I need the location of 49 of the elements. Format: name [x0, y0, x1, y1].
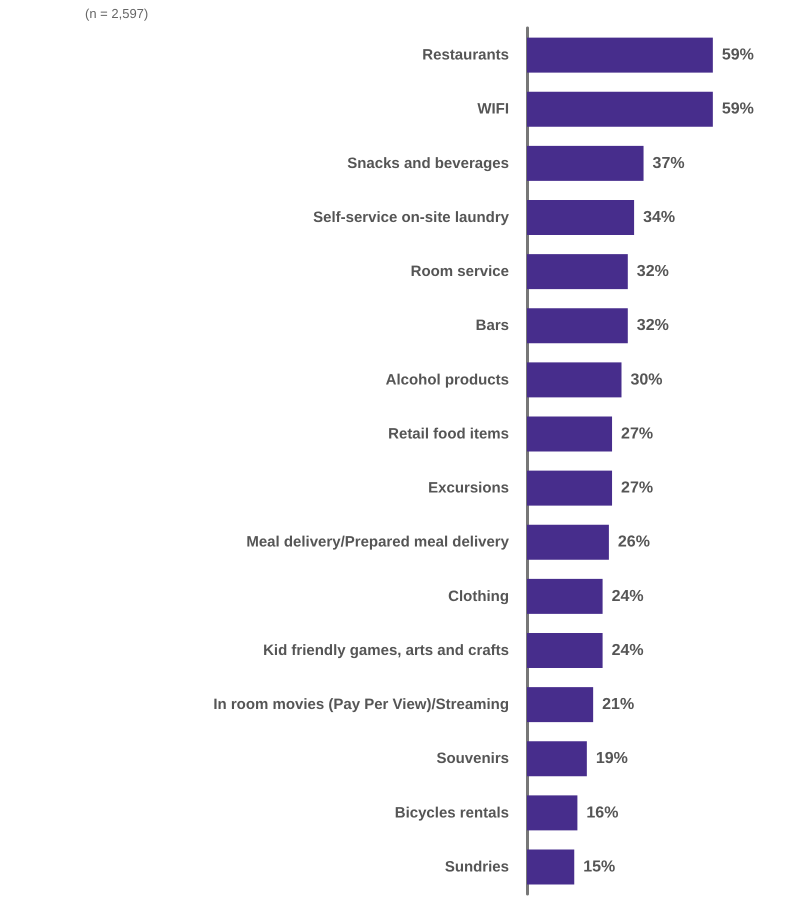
bar — [527, 687, 594, 722]
data-label: 24% — [612, 642, 644, 659]
data-label: 37% — [652, 154, 685, 172]
y-tick-label: Alcohol products — [386, 371, 509, 388]
y-tick-label: WIFI — [477, 100, 509, 118]
data-label: 34% — [643, 208, 676, 226]
data-label: 26% — [618, 534, 650, 551]
y-tick-label: Clothing — [448, 588, 509, 605]
bar — [527, 849, 574, 884]
data-label: 32% — [636, 263, 669, 280]
data-label: 30% — [630, 371, 663, 388]
y-tick-label: Bicycles rentals — [394, 804, 509, 822]
bar — [527, 524, 609, 560]
bar — [527, 254, 628, 290]
y-tick-label: Retail food items — [388, 425, 509, 442]
data-label: 21% — [602, 696, 634, 714]
bar — [527, 362, 622, 398]
y-tick-label: Snacks and beverages — [347, 154, 509, 172]
bar — [527, 470, 612, 506]
y-tick-label: Bars — [476, 317, 509, 334]
y-tick-label: Restaurants — [422, 46, 509, 64]
y-tick-label: Meal delivery/Prepared meal delivery — [246, 534, 510, 551]
text: (n = 2,597) — [85, 6, 148, 21]
bar — [527, 38, 713, 73]
data-label: 24% — [612, 588, 644, 605]
data-label: 27% — [621, 480, 654, 497]
bar — [527, 146, 644, 181]
bar — [527, 632, 603, 668]
y-tick-label: Kid friendly games, arts and crafts — [263, 642, 509, 659]
bar — [527, 578, 603, 614]
data-label: 15% — [583, 858, 616, 876]
data-label: 32% — [636, 317, 669, 334]
data-label: 16% — [586, 804, 618, 822]
y-tick-label: Room service — [410, 263, 509, 280]
bar — [527, 795, 578, 830]
bar — [527, 416, 612, 452]
data-label: 59% — [722, 100, 754, 118]
bar — [527, 741, 587, 776]
y-tick-label: In room movies (Pay Per View)/Streaming — [213, 696, 509, 714]
bar — [527, 308, 628, 344]
y-tick-label: Sundries — [444, 858, 509, 876]
y-tick-label: Excursions — [428, 480, 509, 497]
bar — [527, 92, 713, 127]
data-label: 59% — [722, 46, 754, 64]
y-tick-label: Self-service on-site laundry — [313, 208, 510, 226]
data-label: 19% — [596, 750, 628, 768]
y-tick-label: Souvenirs — [436, 750, 509, 768]
bar — [527, 200, 634, 235]
data-label: 27% — [621, 425, 654, 442]
